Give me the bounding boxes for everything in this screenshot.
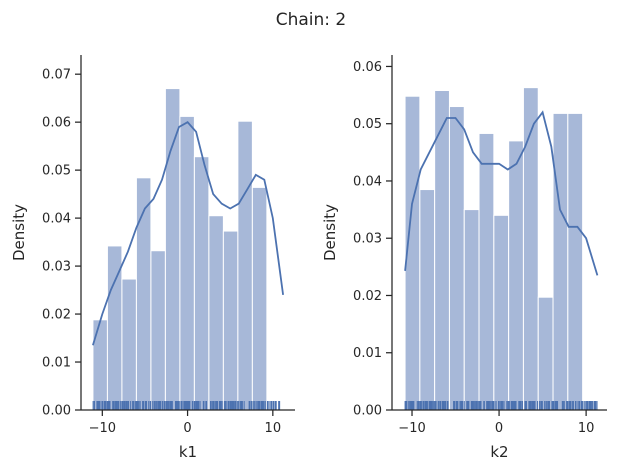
c1-y-tick-label: 0.01 xyxy=(42,356,71,371)
c2-x-tick-label: 0 xyxy=(495,421,503,436)
c2-y-tick-label: 0.02 xyxy=(353,289,382,304)
c2-y-tick-label: 0.00 xyxy=(353,404,382,419)
c1-bar-6 xyxy=(164,88,181,411)
c2-bar-8 xyxy=(508,140,524,411)
c1-x-tick-label: −10 xyxy=(89,421,116,436)
c1-y-tick-label: 0.04 xyxy=(42,212,71,227)
c1-kde-line xyxy=(92,121,284,346)
c2-rug xyxy=(404,401,598,410)
c1-x-tick-label: 0 xyxy=(183,421,191,436)
c2-bar-10 xyxy=(537,296,554,411)
c1-y-tick-label: 0.00 xyxy=(42,404,71,419)
c2-bar-11 xyxy=(552,112,569,411)
c2-y-tick-label: 0.05 xyxy=(353,117,382,132)
c2-bar-2 xyxy=(419,189,436,411)
c1-bar-11 xyxy=(237,120,253,411)
c1-bar-3 xyxy=(121,278,137,411)
c1-bar-8 xyxy=(193,156,210,411)
c1-y-tick-label: 0.02 xyxy=(42,308,71,323)
c2-bar-12 xyxy=(567,112,584,411)
c2-bar-9 xyxy=(522,87,539,411)
c1-rug xyxy=(92,401,281,410)
c2-kde-line xyxy=(404,110,599,276)
c1-y-axis-label: Density xyxy=(10,204,28,261)
c2-bar-5 xyxy=(463,209,480,411)
chart-k1: 0.00 0.01 0.02 0.03 0.04 0.05 0.06 0.07 −10 0 10 k1… xyxy=(10,55,295,461)
c2-y-tick-label: 0.04 xyxy=(353,174,382,189)
c1-bar-12 xyxy=(251,186,268,411)
c2-y-tick-label: 0.01 xyxy=(353,346,382,361)
c1-bar-5 xyxy=(150,250,166,411)
c1-y-tick-label: 0.05 xyxy=(42,164,71,179)
c1-x-tick-label: 10 xyxy=(265,421,282,436)
c2-x-axis-label: k2 xyxy=(490,443,508,461)
c1-bar-7 xyxy=(179,115,195,411)
c1-bar-1 xyxy=(92,319,108,411)
c2-bar-7 xyxy=(493,214,510,411)
figure-title: Chain: 2 xyxy=(276,10,347,30)
c1-y-tick-label: 0.06 xyxy=(42,116,71,131)
c1-y-tick-label: 0.07 xyxy=(42,68,71,83)
c2-y-tick-label: 0.03 xyxy=(353,232,382,247)
c2-y-axis-label: Density xyxy=(321,204,339,261)
c2-y-tick-label: 0.06 xyxy=(353,60,382,75)
c1-bar-10 xyxy=(222,230,239,411)
c2-x-tick-label: 10 xyxy=(578,421,595,436)
c1-bar-9 xyxy=(208,215,224,411)
chart-k2: 0.00 0.01 0.02 0.03 0.04 0.05 0.06 −10 0 10 k2 Dens… xyxy=(321,55,607,461)
c2-x-tick-label: −10 xyxy=(398,421,425,436)
c1-y-tick-label: 0.03 xyxy=(42,260,71,275)
c1-x-axis-label: k1 xyxy=(179,443,197,461)
c2-bar-4 xyxy=(448,106,465,411)
c2-bar-6 xyxy=(478,132,495,411)
